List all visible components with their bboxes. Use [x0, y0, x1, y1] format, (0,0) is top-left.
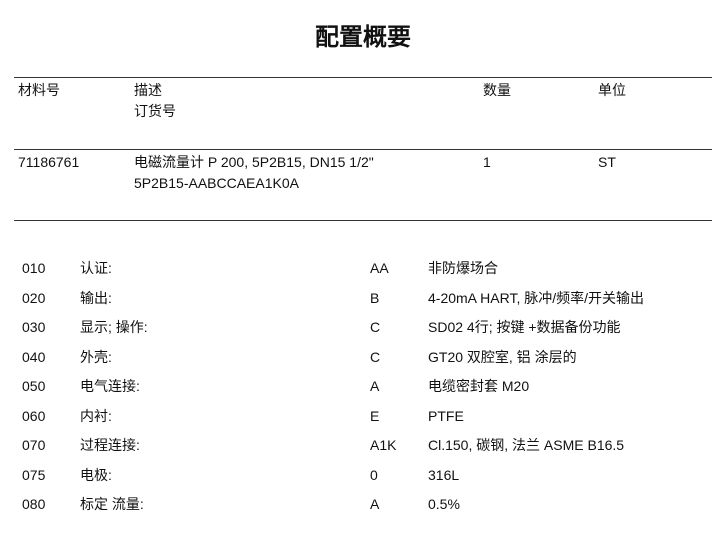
- item-unit: ST: [598, 154, 616, 170]
- item-description: 电磁流量计 P 200, 5P2B15, DN15 1/2": [134, 154, 374, 170]
- option-code: A: [370, 378, 380, 394]
- option-value: SD02 4行; 按键 +数据备份功能: [428, 319, 621, 335]
- option-position: 010: [22, 260, 46, 276]
- option-row: 040 外壳: C GT20 双腔室, 铝 涂层的: [0, 347, 726, 367]
- option-row: 070 过程连接: A1K Cl.150, 碳钢, 法兰 ASME B16.5: [0, 435, 726, 455]
- option-feature: 内衬:: [80, 407, 112, 424]
- option-position: 030: [22, 319, 46, 335]
- option-code: 0: [370, 466, 378, 483]
- option-feature: 认证:: [80, 260, 112, 276]
- item-order-code: 5P2B15-AABCCAEA1K0A: [134, 175, 299, 191]
- option-row: 050 电气连接: A 电缆密封套 M20: [0, 376, 726, 396]
- option-code: E: [370, 407, 380, 424]
- option-code: A1K: [370, 437, 397, 453]
- option-code: B: [370, 289, 380, 306]
- item-quantity: 1: [483, 154, 491, 170]
- option-position: 040: [22, 348, 46, 365]
- option-feature: 过程连接:: [80, 437, 140, 453]
- option-code: A: [370, 496, 380, 512]
- header-material-no: 材料号: [18, 82, 60, 98]
- divider: [14, 220, 712, 221]
- header-description: 描述: [134, 82, 162, 98]
- option-code: C: [370, 348, 381, 365]
- option-feature: 电气连接:: [80, 378, 140, 394]
- option-position: 075: [22, 466, 46, 483]
- item-material-no: 71186761: [18, 154, 80, 170]
- page-title: 配置概要: [315, 24, 411, 51]
- option-row: 060 内衬: E PTFE: [0, 406, 726, 426]
- option-feature: 外壳:: [80, 348, 112, 365]
- option-row: 010 认证: AA 非防爆场合: [0, 258, 726, 278]
- option-row: 020 输出: B 4-20mA HART, 脉冲/频率/开关输出: [0, 288, 726, 308]
- option-value: 316L: [428, 466, 460, 483]
- option-row: 080 标定 流量: A 0.5%: [0, 494, 726, 514]
- option-value: 非防爆场合: [428, 260, 498, 276]
- option-feature: 标定 流量:: [80, 496, 144, 512]
- option-position: 070: [22, 437, 46, 453]
- option-position: 080: [22, 496, 46, 512]
- option-code: C: [370, 319, 381, 335]
- option-value: 电缆密封套 M20: [428, 378, 530, 394]
- divider: [14, 77, 712, 78]
- option-position: 050: [22, 378, 46, 394]
- option-feature: 输出:: [80, 289, 112, 306]
- option-value: 0.5%: [428, 496, 460, 512]
- header-quantity: 数量: [483, 82, 511, 98]
- option-position: 060: [22, 407, 46, 424]
- option-value: 4-20mA HART, 脉冲/频率/开关输出: [428, 289, 645, 306]
- option-position: 020: [22, 289, 46, 306]
- option-row: 030 显示; 操作: C SD02 4行; 按键 +数据备份功能: [0, 317, 726, 337]
- option-feature: 显示; 操作:: [80, 319, 148, 335]
- option-value: GT20 双腔室, 铝 涂层的: [428, 348, 577, 365]
- header-unit: 单位: [598, 82, 626, 98]
- option-value: Cl.150, 碳钢, 法兰 ASME B16.5: [428, 437, 625, 453]
- divider: [14, 149, 712, 150]
- header-order-code: 订货号: [134, 103, 176, 119]
- option-code: AA: [370, 260, 389, 276]
- option-value: PTFE: [428, 407, 464, 424]
- option-row: 075 电极: 0 316L: [0, 465, 726, 485]
- option-feature: 电极:: [80, 466, 112, 483]
